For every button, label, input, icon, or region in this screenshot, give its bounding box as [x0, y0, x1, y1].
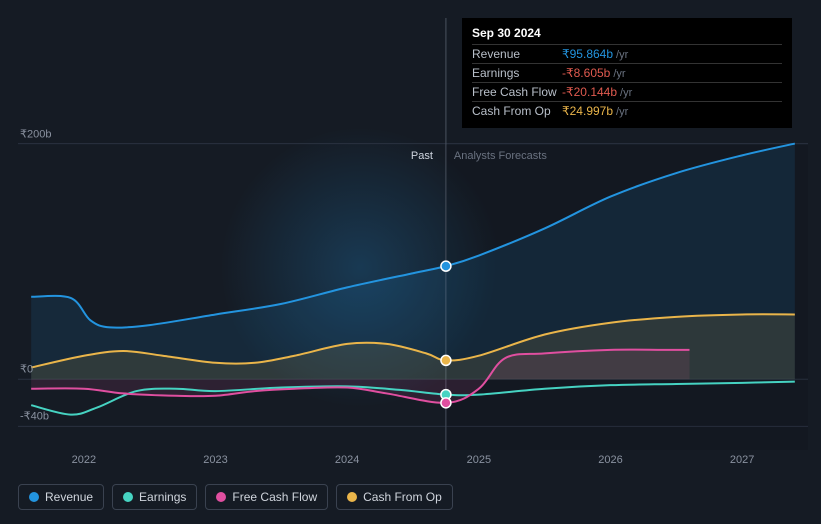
- tooltip-metric-unit: /yr: [613, 68, 625, 80]
- legend-item-revenue[interactable]: Revenue: [18, 484, 104, 510]
- legend-swatch: [216, 492, 226, 502]
- x-axis-tick: 2027: [730, 454, 754, 466]
- tooltip-row: Earnings-₹8.605b/yr: [472, 63, 782, 82]
- x-axis-tick: 2023: [203, 454, 227, 466]
- tooltip-metric-label: Cash From Op: [472, 104, 562, 118]
- tooltip-metric-unit: /yr: [616, 49, 628, 61]
- marker-fcf: [441, 398, 451, 408]
- tooltip-date: Sep 30 2024: [472, 26, 782, 40]
- financials-chart: Sep 30 2024 Revenue₹95.864b/yrEarnings-₹…: [0, 0, 821, 524]
- y-axis-tick: -₹40b: [20, 410, 49, 423]
- tooltip-row: Revenue₹95.864b/yr: [472, 44, 782, 63]
- legend-label: Cash From Op: [363, 490, 442, 504]
- legend-item-earnings[interactable]: Earnings: [112, 484, 197, 510]
- tooltip-metric-unit: /yr: [616, 106, 628, 118]
- tooltip-metric-label: Earnings: [472, 66, 562, 80]
- chart-legend: Revenue Earnings Free Cash Flow Cash From O…: [18, 484, 453, 510]
- tooltip-metric-value: -₹20.144b: [562, 85, 617, 99]
- marker-revenue: [441, 261, 451, 271]
- tooltip-metric-value: -₹8.605b: [562, 66, 610, 80]
- tooltip-metric-label: Free Cash Flow: [472, 85, 562, 99]
- chart-tooltip: Sep 30 2024 Revenue₹95.864b/yrEarnings-₹…: [462, 18, 792, 128]
- legend-label: Free Cash Flow: [232, 490, 317, 504]
- tooltip-metric-unit: /yr: [620, 87, 632, 99]
- y-axis-tick: ₹0: [20, 363, 33, 376]
- tooltip-metric-label: Revenue: [472, 47, 562, 61]
- y-axis-tick: ₹200b: [20, 127, 51, 140]
- forecast-label: Analysts Forecasts: [454, 150, 547, 162]
- legend-swatch: [123, 492, 133, 502]
- past-label: Past: [411, 150, 433, 162]
- legend-label: Earnings: [139, 490, 186, 504]
- x-axis-tick: 2022: [72, 454, 96, 466]
- x-axis-tick: 2024: [335, 454, 359, 466]
- legend-swatch: [29, 492, 39, 502]
- legend-item-cash-from-op[interactable]: Cash From Op: [336, 484, 453, 510]
- marker-cfo: [441, 355, 451, 365]
- legend-label: Revenue: [45, 490, 93, 504]
- x-axis-tick: 2025: [467, 454, 491, 466]
- legend-item-free-cash-flow[interactable]: Free Cash Flow: [205, 484, 328, 510]
- tooltip-metric-value: ₹24.997b: [562, 104, 613, 118]
- legend-swatch: [347, 492, 357, 502]
- tooltip-metric-value: ₹95.864b: [562, 47, 613, 61]
- tooltip-rows: Revenue₹95.864b/yrEarnings-₹8.605b/yrFre…: [472, 44, 782, 120]
- x-axis-tick: 2026: [598, 454, 622, 466]
- tooltip-row: Cash From Op₹24.997b/yr: [472, 101, 782, 120]
- tooltip-row: Free Cash Flow-₹20.144b/yr: [472, 82, 782, 101]
